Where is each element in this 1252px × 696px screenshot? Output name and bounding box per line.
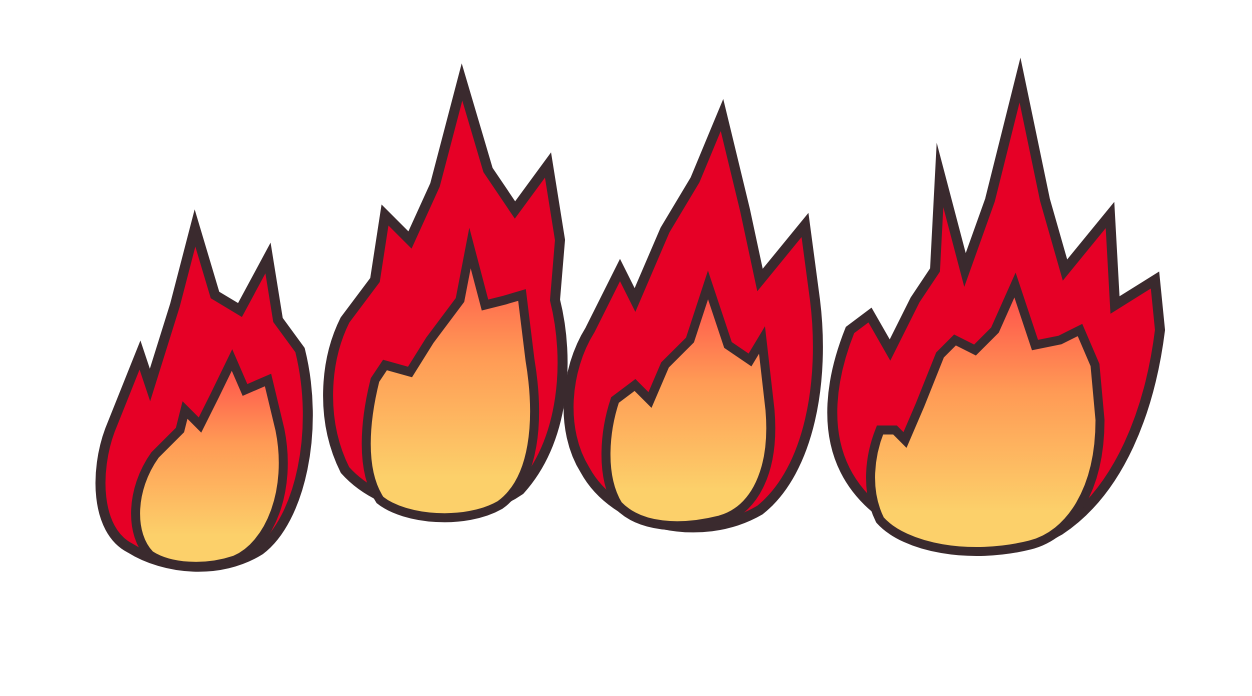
flame-4 (827, 57, 1166, 556)
flame-1 (95, 209, 313, 572)
flame-3 (563, 98, 823, 533)
flame-2 (323, 63, 568, 523)
